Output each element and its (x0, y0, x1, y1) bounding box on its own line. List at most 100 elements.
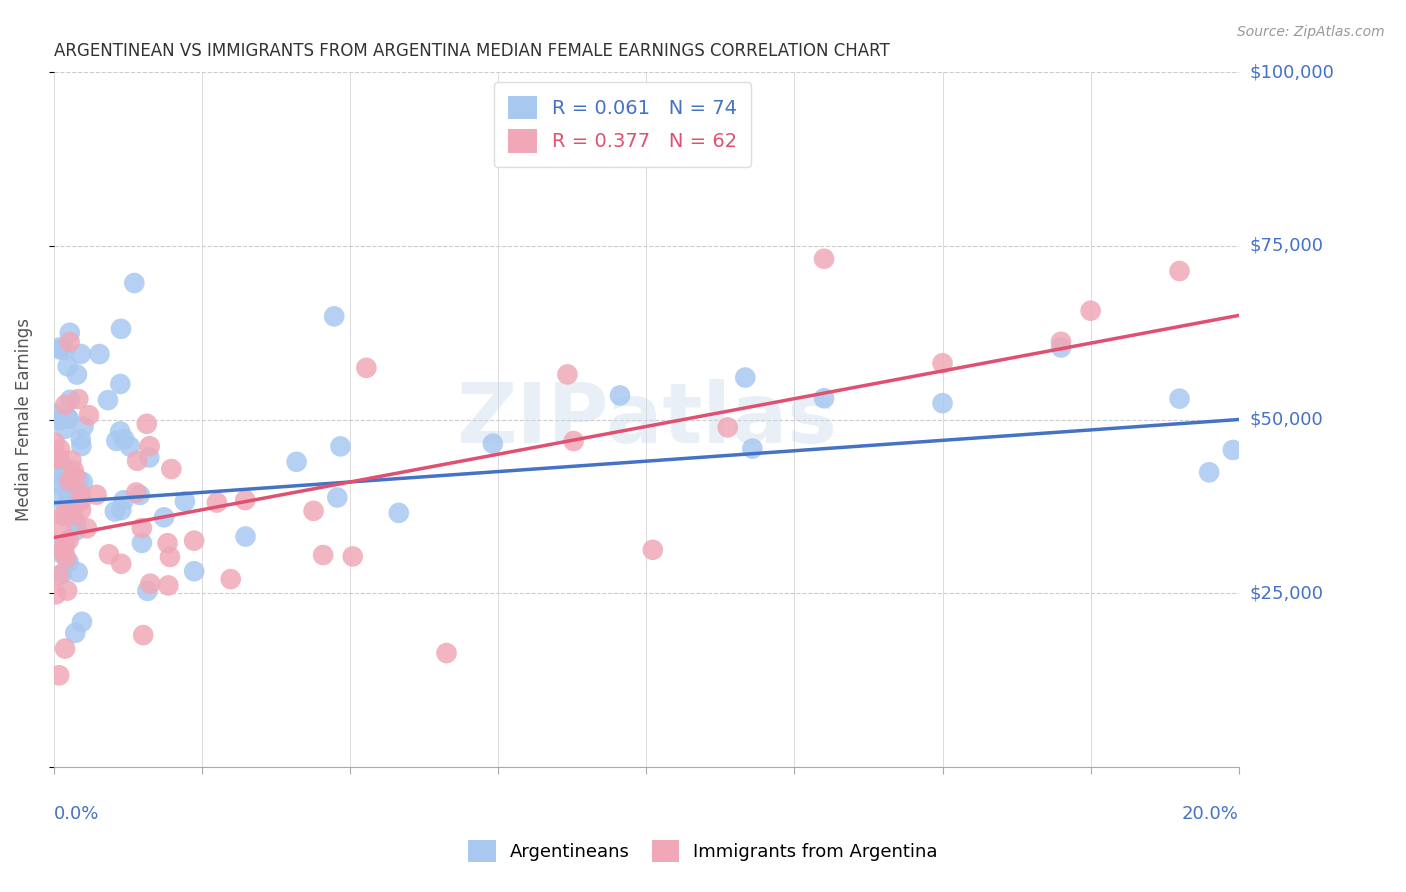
Point (52, 472, 75, 486)
Point (183, 533, 205, 548)
Point (285, 455, 308, 469)
Point (60, 483, 83, 498)
Point (77, 409, 100, 423)
Point (132, 628, 155, 642)
Point (641, 542, 664, 557)
Point (49, 522, 72, 536)
Point (46, 545, 69, 559)
Point (562, 434, 585, 448)
Point (58, 475, 80, 489)
Point (157, 578, 180, 592)
Point (312, 548, 335, 562)
Point (110, 503, 132, 517)
Point (51, 567, 73, 582)
Point (1050, 334, 1073, 349)
Text: $75,000: $75,000 (1250, 237, 1324, 255)
Text: Source: ZipAtlas.com: Source: ZipAtlas.com (1237, 25, 1385, 39)
Point (108, 425, 131, 439)
Point (105, 434, 128, 448)
Point (302, 504, 325, 518)
Point (110, 376, 132, 391)
Point (233, 493, 256, 508)
Point (342, 549, 364, 564)
Point (56, 411, 79, 425)
Point (110, 557, 132, 571)
Point (48, 568, 70, 582)
Point (67, 473, 90, 487)
Point (931, 396, 953, 410)
Point (153, 510, 176, 524)
Point (139, 576, 162, 591)
Point (62, 463, 84, 477)
Point (52, 508, 75, 523)
Point (138, 450, 160, 465)
Point (70, 503, 93, 517)
Point (60, 453, 83, 467)
Point (1050, 341, 1073, 355)
Point (131, 536, 153, 550)
Point (118, 440, 141, 454)
Point (741, 442, 763, 456)
Point (717, 420, 740, 434)
Point (58, 483, 80, 498)
Point (86, 488, 108, 502)
Point (124, 276, 146, 290)
Point (55, 551, 77, 566)
Point (112, 493, 135, 508)
Point (235, 529, 257, 543)
Point (62, 508, 84, 523)
Point (59, 334, 82, 349)
Point (97, 393, 120, 408)
Point (46, 450, 69, 465)
Point (58, 500, 80, 514)
Y-axis label: Median Female Earnings: Median Female Earnings (15, 318, 32, 521)
Point (219, 572, 242, 586)
Text: 20.0%: 20.0% (1182, 805, 1239, 823)
Point (58, 555, 80, 569)
Point (1168, 392, 1191, 406)
Point (135, 417, 157, 431)
Point (356, 360, 378, 375)
Text: $50,000: $50,000 (1250, 410, 1323, 428)
Text: ARGENTINEAN VS IMMIGRANTS FROM ARGENTINA MEDIAN FEMALE EARNINGS CORRELATION CHAR: ARGENTINEAN VS IMMIGRANTS FROM ARGENTINA… (53, 42, 890, 60)
Point (56, 498, 79, 512)
Text: 0.0%: 0.0% (53, 805, 100, 823)
Point (72, 475, 94, 489)
Point (482, 436, 505, 450)
Point (58, 411, 80, 425)
Point (138, 439, 160, 453)
Point (53, 641, 76, 656)
Point (49, 442, 72, 456)
Point (69, 486, 91, 500)
Point (388, 506, 411, 520)
Point (813, 391, 835, 405)
Point (45, 587, 67, 601)
Point (45, 475, 67, 490)
Point (110, 322, 132, 336)
Point (1198, 465, 1220, 479)
Point (128, 488, 150, 502)
Point (436, 646, 458, 660)
Point (160, 462, 183, 476)
Point (51, 543, 73, 558)
Point (326, 491, 349, 505)
Point (156, 536, 179, 550)
Point (53, 544, 76, 558)
Point (49, 413, 72, 427)
Point (205, 495, 228, 509)
Point (104, 504, 127, 518)
Point (70, 493, 93, 508)
Point (59, 392, 82, 407)
Point (69, 432, 91, 446)
Point (49, 340, 72, 354)
Point (98, 547, 121, 561)
Legend: R = 0.061   N = 74, R = 0.377   N = 62: R = 0.061 N = 74, R = 0.377 N = 62 (494, 82, 751, 167)
Point (56, 359, 79, 374)
Point (66, 566, 89, 580)
Point (44, 407, 66, 421)
Text: ZIPatlas: ZIPatlas (456, 379, 837, 460)
Point (734, 370, 756, 384)
Point (65, 523, 87, 537)
Point (1168, 264, 1191, 278)
Point (56, 485, 79, 500)
